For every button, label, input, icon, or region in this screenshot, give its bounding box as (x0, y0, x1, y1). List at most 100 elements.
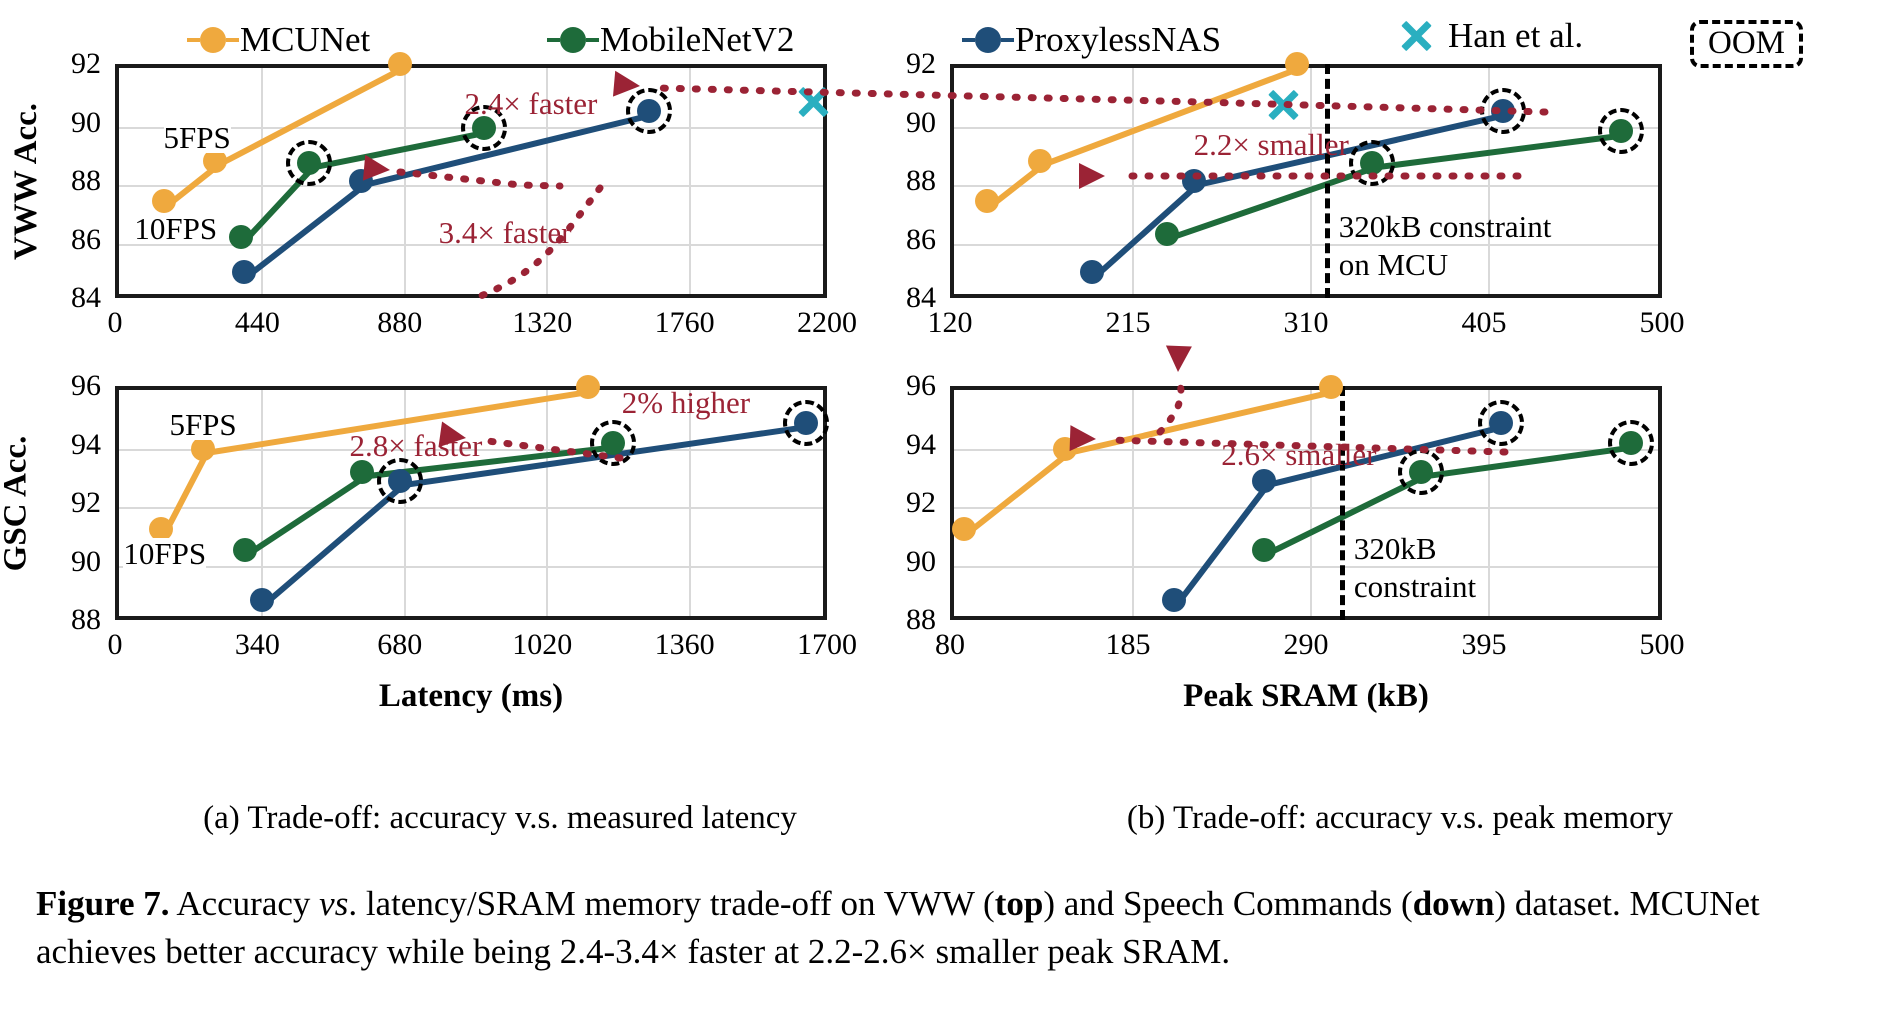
legend-label: MobileNetV2 (600, 20, 795, 59)
y-axis-tick: 86 (71, 222, 101, 256)
caption-text-a: Accuracy (169, 884, 320, 923)
speedup-annotation: 2.2× smaller (1193, 126, 1349, 162)
legend-label: MCUNet (240, 20, 371, 59)
caption-text-d: ) dataset. (1494, 884, 1621, 923)
legend-label: Han et al. (1448, 16, 1584, 55)
oom-highlight-circle (376, 458, 423, 505)
y-axis-tick: 84 (71, 281, 101, 314)
data-point-mcunet (1053, 436, 1078, 461)
speedup-annotation: 2% higher (621, 384, 751, 420)
speedup-annotation: 3.4× faster (438, 214, 572, 250)
y-axis-tick: 96 (906, 369, 936, 402)
gridline-horizontal (119, 565, 823, 568)
data-point-mcunet (149, 517, 174, 542)
series-line-proxylessnas (262, 423, 814, 607)
x-axis-tick: 440 (234, 306, 280, 339)
x-axis-tick: 500 (1639, 628, 1685, 661)
oom-highlight-circle (1348, 140, 1395, 187)
series-lines (964, 388, 1639, 607)
x-axis-tick: 120 (927, 306, 973, 339)
legend-marker-x-icon (1400, 19, 1434, 53)
caption-top: top (994, 884, 1044, 923)
caption-down: down (1412, 884, 1495, 923)
y-axis-tick: 90 (906, 544, 936, 578)
caption-line2: MCUNet achieves better accuracy while be… (36, 884, 1760, 971)
x-axis-tick: 0 (107, 306, 123, 339)
data-point-mcunet (951, 517, 976, 542)
x-axis-tick: 0 (107, 628, 123, 661)
data-point-proxylessnas (348, 169, 373, 193)
figure-caption: Figure 7. Accuracy vs. latency/SRAM memo… (36, 880, 1856, 976)
fps-annotation: 10FPS (123, 535, 207, 571)
plot-area-gsc-sram (950, 386, 1662, 620)
gridline-horizontal (954, 243, 1658, 246)
x-axis-tick: 500 (1639, 306, 1685, 339)
gridline-vertical (1132, 68, 1134, 294)
gridline-horizontal (954, 126, 1658, 129)
data-point-mcunet (1027, 148, 1052, 173)
x-axis-label: Peak SRAM (kB) (1183, 678, 1429, 714)
gridline-vertical (1132, 390, 1134, 616)
data-point-han-et-al- (797, 85, 831, 119)
x-axis-tick: 340 (234, 628, 280, 661)
oom-highlight-circle (783, 399, 830, 446)
gridline-vertical (261, 390, 264, 616)
legend-item-mcunet: MCUNet (187, 20, 371, 59)
caption-text-b: . latency/SRAM memory trade-off on VWW ( (348, 884, 995, 923)
legend-item-proxylessnas: ProxylessNAS (962, 22, 1221, 57)
memory-constraint-line (1339, 386, 1345, 620)
annotation-arrow-head (1165, 345, 1192, 372)
subcaption-a: (a) Trade-off: accuracy v.s. measured la… (203, 800, 797, 836)
x-axis-label: Latency (ms) (378, 678, 564, 714)
y-axis-tick: 90 (906, 105, 936, 139)
constraint-label: on MCU (1338, 247, 1449, 282)
data-point-mcunet (576, 375, 601, 400)
oom-badge: OOM (1690, 20, 1804, 68)
y-axis-label: GSC Acc. (0, 435, 34, 572)
constraint-label: 320kB (1353, 531, 1437, 566)
speedup-annotation: 2.6× smaller (1221, 437, 1377, 473)
x-axis-tick: 185 (1105, 628, 1151, 661)
figure-legend: MCUNet MobileNetV2 ProxylessNAS Han et a… (0, 14, 1892, 68)
fps-annotation: 5FPS (169, 406, 237, 442)
y-axis-tick: 90 (71, 544, 101, 578)
data-point-proxylessnas (1251, 469, 1276, 494)
oom-highlight-circle (590, 420, 637, 467)
y-axis-tick: 92 (906, 486, 936, 519)
x-axis-tick: 310 (1283, 306, 1329, 339)
caption-text-c: ) and Speech Commands ( (1043, 884, 1413, 923)
data-point-mcunet (387, 52, 412, 76)
x-axis-tick: 395 (1461, 628, 1507, 661)
y-axis-tick: 88 (906, 603, 936, 636)
memory-constraint-line (1324, 64, 1330, 298)
y-axis-tick: 94 (906, 427, 936, 461)
data-point-proxylessnas (1080, 259, 1105, 284)
oom-highlight-circle (1479, 87, 1526, 134)
plot-area-vww-sram (950, 64, 1662, 298)
x-axis-tick: 1700 (797, 628, 857, 661)
series-lines (988, 65, 1628, 279)
data-point-mobilenetv2 (232, 537, 257, 562)
y-axis-tick: 84 (906, 281, 936, 314)
data-point-mcunet (151, 189, 176, 214)
gridline-vertical (546, 390, 549, 616)
y-axis-tick: 86 (906, 222, 936, 256)
x-axis-tick: 1760 (654, 306, 715, 339)
legend-marker-circle-icon (547, 26, 599, 53)
gridline-vertical (1310, 390, 1312, 616)
data-point-mcunet (1284, 52, 1309, 76)
oom-highlight-circle (1608, 420, 1655, 467)
y-axis-tick: 92 (906, 47, 936, 80)
x-axis-tick: 1020 (512, 628, 573, 661)
legend-marker-circle-icon (962, 26, 1014, 53)
data-point-proxylessnas (249, 587, 274, 612)
gridline-horizontal (119, 507, 823, 509)
oom-highlight-circle (1477, 399, 1524, 446)
x-axis-tick: 1320 (512, 306, 573, 339)
y-axis-label: VWW Acc. (8, 102, 45, 261)
y-axis-tick: 96 (71, 369, 101, 402)
caption-label: Figure 7. (36, 884, 170, 923)
y-axis-tick: 92 (71, 47, 101, 80)
data-point-proxylessnas (1161, 587, 1186, 612)
oom-highlight-circle (626, 87, 672, 134)
